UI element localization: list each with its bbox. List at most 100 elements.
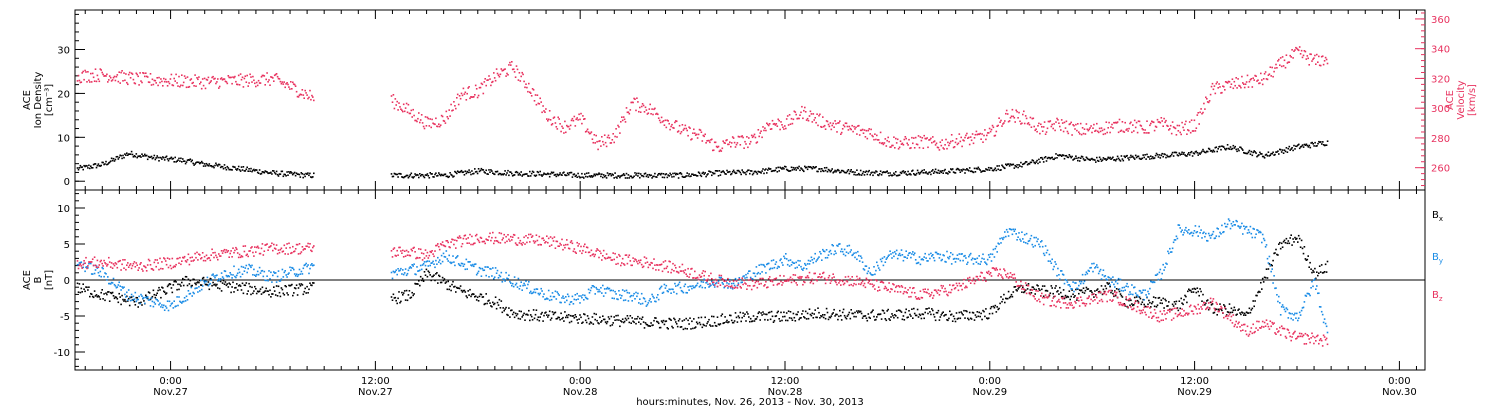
data-point	[569, 322, 571, 324]
data-point	[87, 167, 89, 169]
data-point	[1055, 121, 1057, 123]
data-point	[739, 317, 741, 319]
data-point	[743, 275, 745, 277]
data-point	[1009, 120, 1011, 122]
data-point	[713, 316, 715, 318]
data-point	[441, 282, 443, 284]
data-point	[546, 118, 548, 120]
data-point	[787, 320, 789, 322]
data-point	[168, 310, 170, 312]
data-point	[155, 294, 157, 296]
data-point	[617, 315, 619, 317]
data-point	[1277, 150, 1279, 152]
data-point	[595, 287, 597, 289]
data-point	[1026, 233, 1028, 235]
data-point	[619, 326, 621, 328]
data-point	[304, 288, 306, 290]
data-point	[574, 173, 576, 175]
data-point	[180, 285, 182, 287]
data-point	[1241, 76, 1243, 78]
data-point	[505, 272, 507, 274]
data-point	[285, 274, 287, 276]
data-point	[103, 293, 105, 295]
data-point	[558, 317, 560, 319]
data-point	[638, 321, 640, 323]
data-point	[878, 139, 880, 141]
data-point	[520, 76, 522, 78]
data-point	[468, 86, 470, 88]
data-point	[943, 148, 945, 150]
data-point	[1223, 231, 1225, 233]
data-point	[979, 169, 981, 171]
data-point	[850, 318, 852, 320]
data-point	[441, 255, 443, 257]
data-point	[123, 286, 125, 288]
data-point	[734, 142, 736, 144]
data-point	[429, 118, 431, 120]
data-point	[268, 294, 270, 296]
data-point	[973, 172, 975, 174]
data-point	[1083, 283, 1085, 285]
data-point	[495, 80, 497, 82]
tick-label: 360	[1431, 15, 1450, 26]
data-point	[100, 276, 102, 278]
data-point	[979, 133, 981, 135]
data-point	[624, 321, 626, 323]
data-point	[565, 317, 567, 319]
data-point	[190, 293, 192, 295]
data-point	[1066, 155, 1068, 157]
data-point	[526, 87, 528, 89]
data-point	[144, 154, 146, 156]
data-point	[1203, 232, 1205, 234]
data-point	[586, 322, 588, 324]
data-point	[1072, 294, 1074, 296]
data-point	[847, 245, 849, 247]
data-point	[625, 318, 627, 320]
data-point	[214, 78, 216, 80]
data-point	[539, 293, 541, 295]
by-series	[77, 218, 1329, 333]
data-point	[590, 290, 592, 292]
data-point	[776, 261, 778, 263]
data-point	[234, 76, 236, 78]
data-point	[902, 254, 904, 256]
data-point	[484, 78, 486, 80]
data-point	[1240, 314, 1242, 316]
data-point	[886, 145, 888, 147]
data-point	[580, 177, 582, 179]
data-point	[912, 251, 914, 253]
data-point	[201, 88, 203, 90]
data-point	[632, 102, 634, 104]
data-point	[969, 254, 971, 256]
data-point	[1160, 269, 1162, 271]
data-point	[1099, 271, 1101, 273]
data-point	[417, 174, 419, 176]
data-point	[216, 274, 218, 276]
tick-label: 5	[64, 240, 70, 251]
data-point	[1039, 290, 1041, 292]
data-point	[840, 133, 842, 135]
data-point	[1041, 126, 1043, 128]
data-point	[634, 298, 636, 300]
data-point	[520, 285, 522, 287]
data-point	[506, 172, 508, 174]
data-point	[783, 312, 785, 314]
data-point	[798, 118, 800, 120]
data-point	[744, 277, 746, 279]
data-point	[99, 275, 101, 277]
data-point	[892, 315, 894, 317]
data-point	[473, 173, 475, 175]
data-point	[462, 95, 464, 97]
data-point	[1216, 146, 1218, 148]
data-point	[826, 308, 828, 310]
data-point	[970, 253, 972, 255]
data-point	[891, 313, 893, 315]
data-point	[1060, 292, 1062, 294]
data-point	[1170, 125, 1172, 127]
data-point	[1302, 248, 1304, 250]
data-point	[618, 126, 620, 128]
data-point	[966, 311, 968, 313]
data-point	[406, 275, 408, 277]
data-point	[1258, 154, 1260, 156]
data-point	[923, 135, 925, 137]
